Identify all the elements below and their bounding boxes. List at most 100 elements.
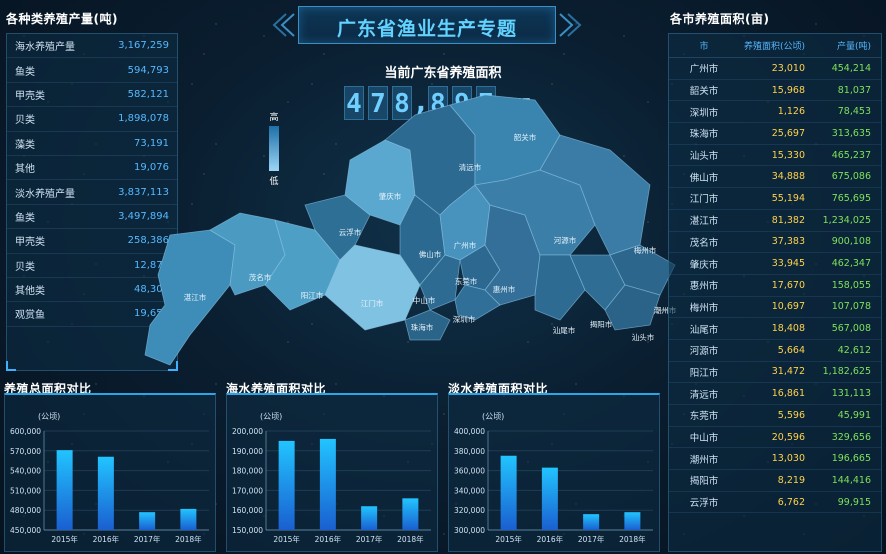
- table-row: 湛江市 81,382 1,234,025: [669, 210, 881, 232]
- chart-svg: (公顷) 600,000 570,000 540,000 510,000 480,000 4…: [10, 412, 209, 544]
- city-cell: 梅州市: [689, 302, 719, 314]
- area-cell: 18,408: [771, 323, 805, 335]
- city-cell: 惠州市: [689, 281, 719, 293]
- bar[interactable]: [541, 467, 558, 530]
- map-label-chaozhou: 潮州市: [654, 305, 677, 315]
- output-cell: 78,453: [837, 106, 871, 118]
- table-row: 珠海市 25,697 313,635: [669, 123, 881, 145]
- output-cell: 675,086: [831, 171, 871, 183]
- bar[interactable]: [500, 455, 517, 530]
- item-label: 藻类: [15, 139, 35, 151]
- bar[interactable]: [319, 438, 336, 530]
- bar[interactable]: [56, 450, 73, 530]
- x-tick-label: 2015年: [51, 534, 78, 544]
- bar[interactable]: [278, 440, 295, 530]
- bar[interactable]: [624, 512, 641, 530]
- map-label-zhaoqing: 肇庆市: [379, 191, 402, 201]
- output-cell: 131,113: [831, 388, 871, 400]
- header-right-decoration-icon: [559, 13, 582, 37]
- list-item: 甲壳类 258,386: [7, 229, 177, 254]
- y-tick-label: 300,000: [454, 526, 485, 535]
- city-cell: 茂名市: [689, 237, 719, 249]
- city-cell: 湛江市: [689, 216, 719, 228]
- map-region-jiangmen[interactable]: [324, 244, 421, 331]
- list-item: 藻类 73,191: [7, 132, 177, 156]
- y-tick-label: 380,000: [454, 447, 485, 456]
- city-area-title: 各市养殖面积(亩): [670, 12, 770, 26]
- column-header-city: 市: [699, 42, 709, 52]
- y-tick-label: 340,000: [454, 486, 485, 495]
- table-row: 汕尾市 18,408 567,008: [669, 318, 881, 340]
- list-item: 鱼类 594,793: [7, 58, 177, 83]
- map-region-chaozhou[interactable]: [609, 244, 676, 296]
- table-row: 肇庆市 33,945 462,347: [669, 253, 881, 275]
- bar[interactable]: [97, 456, 114, 530]
- bar[interactable]: [180, 508, 197, 530]
- x-tick-label: 2018年: [397, 534, 424, 544]
- column-header-output: 产量(吨): [836, 42, 871, 52]
- list-item: 其他 19,076: [7, 156, 177, 181]
- city-cell: 汕尾市: [689, 324, 719, 336]
- map-label-shantou: 汕头市: [632, 332, 655, 342]
- bar[interactable]: [139, 512, 156, 530]
- table-row: 茂名市 37,383 900,108: [669, 232, 881, 254]
- table-row: 梅州市 10,697 107,078: [669, 297, 881, 319]
- city-cell: 河源市: [689, 346, 719, 358]
- item-label: 观赏鱼: [15, 310, 45, 322]
- table-row: 揭阳市 8,219 144,416: [669, 470, 881, 492]
- map-label-foshan: 佛山市: [419, 249, 442, 259]
- chart-title: 淡水养殖面积对比: [448, 382, 549, 396]
- area-cell: 81,382: [771, 214, 805, 226]
- list-item: 其他类 48,306: [7, 278, 177, 303]
- area-cell: 33,945: [771, 258, 805, 270]
- output-cell: 42,612: [837, 344, 871, 356]
- item-label: 其他类: [15, 286, 45, 298]
- x-tick-label: 2016年: [315, 534, 342, 544]
- list-item: 贝类 12,870: [7, 254, 177, 278]
- chart-title: 海水养殖面积对比: [226, 382, 327, 396]
- y-tick-label: 180,000: [232, 467, 263, 476]
- map-label-zhanjiang: 湛江市: [184, 292, 207, 302]
- item-value: 594,793: [127, 64, 169, 76]
- area-cell: 55,194: [771, 192, 805, 204]
- output-cell: 1,182,625: [822, 366, 871, 378]
- legend-gradient-bar: [269, 126, 279, 171]
- item-value: 19,657: [134, 308, 169, 320]
- area-cell: 20,596: [771, 431, 805, 443]
- area-cell: 34,888: [771, 171, 805, 183]
- output-cell: 900,108: [831, 236, 871, 248]
- area-cell: 15,968: [771, 84, 805, 96]
- header-left-decoration-icon: [272, 13, 295, 37]
- bar[interactable]: [583, 514, 600, 530]
- bar[interactable]: [361, 506, 378, 530]
- species-output-panel: 各种类养殖产量(吨) 海水养殖产量 3,167,259 鱼类 594,793 甲壳类 58…: [4, 8, 178, 371]
- table-row: 江门市 55,194 765,695: [669, 188, 881, 210]
- guangdong-map[interactable]: 韶关市 清远市 肇庆市 云浮市 广州市 河源市 梅州市 潮州市 揭阳市 汕头市 …: [140, 95, 680, 385]
- area-cell: 25,697: [771, 127, 805, 139]
- output-cell: 329,656: [831, 431, 871, 443]
- freshwater-area-chart: 淡水养殖面积对比 (公顷) 400,000 380,000 360,000 340,00…: [446, 380, 660, 552]
- table-row: 云浮市 6,762 99,915: [669, 492, 881, 514]
- city-cell: 云浮市: [689, 498, 719, 510]
- table-header: 市 养殖面积(公顷) 产量(吨): [669, 34, 881, 58]
- y-tick-label: 160,000: [232, 506, 263, 515]
- area-cell: 15,330: [771, 149, 805, 161]
- output-cell: 158,055: [831, 279, 871, 291]
- output-cell: 81,037: [837, 84, 871, 96]
- item-label: 贝类: [15, 115, 35, 127]
- item-value: 73,191: [134, 137, 169, 149]
- map-label-zhuhai: 珠海市: [411, 322, 434, 332]
- bar[interactable]: [402, 498, 419, 530]
- y-tick-label: 190,000: [232, 447, 263, 456]
- map-region-zhongshan[interactable]: [419, 254, 461, 311]
- map-label-qingyuan: 清远市: [459, 162, 482, 172]
- city-cell: 肇庆市: [689, 259, 719, 271]
- y-tick-label: 450,000: [10, 526, 41, 535]
- map-region-zhuhai[interactable]: [404, 309, 451, 341]
- map-region-shantou[interactable]: [604, 284, 661, 331]
- city-cell: 珠海市: [689, 129, 719, 141]
- area-cell: 37,383: [771, 236, 805, 248]
- output-cell: 45,991: [837, 409, 871, 421]
- y-tick-label: 360,000: [454, 467, 485, 476]
- map-label-zhongshan: 中山市: [413, 295, 436, 305]
